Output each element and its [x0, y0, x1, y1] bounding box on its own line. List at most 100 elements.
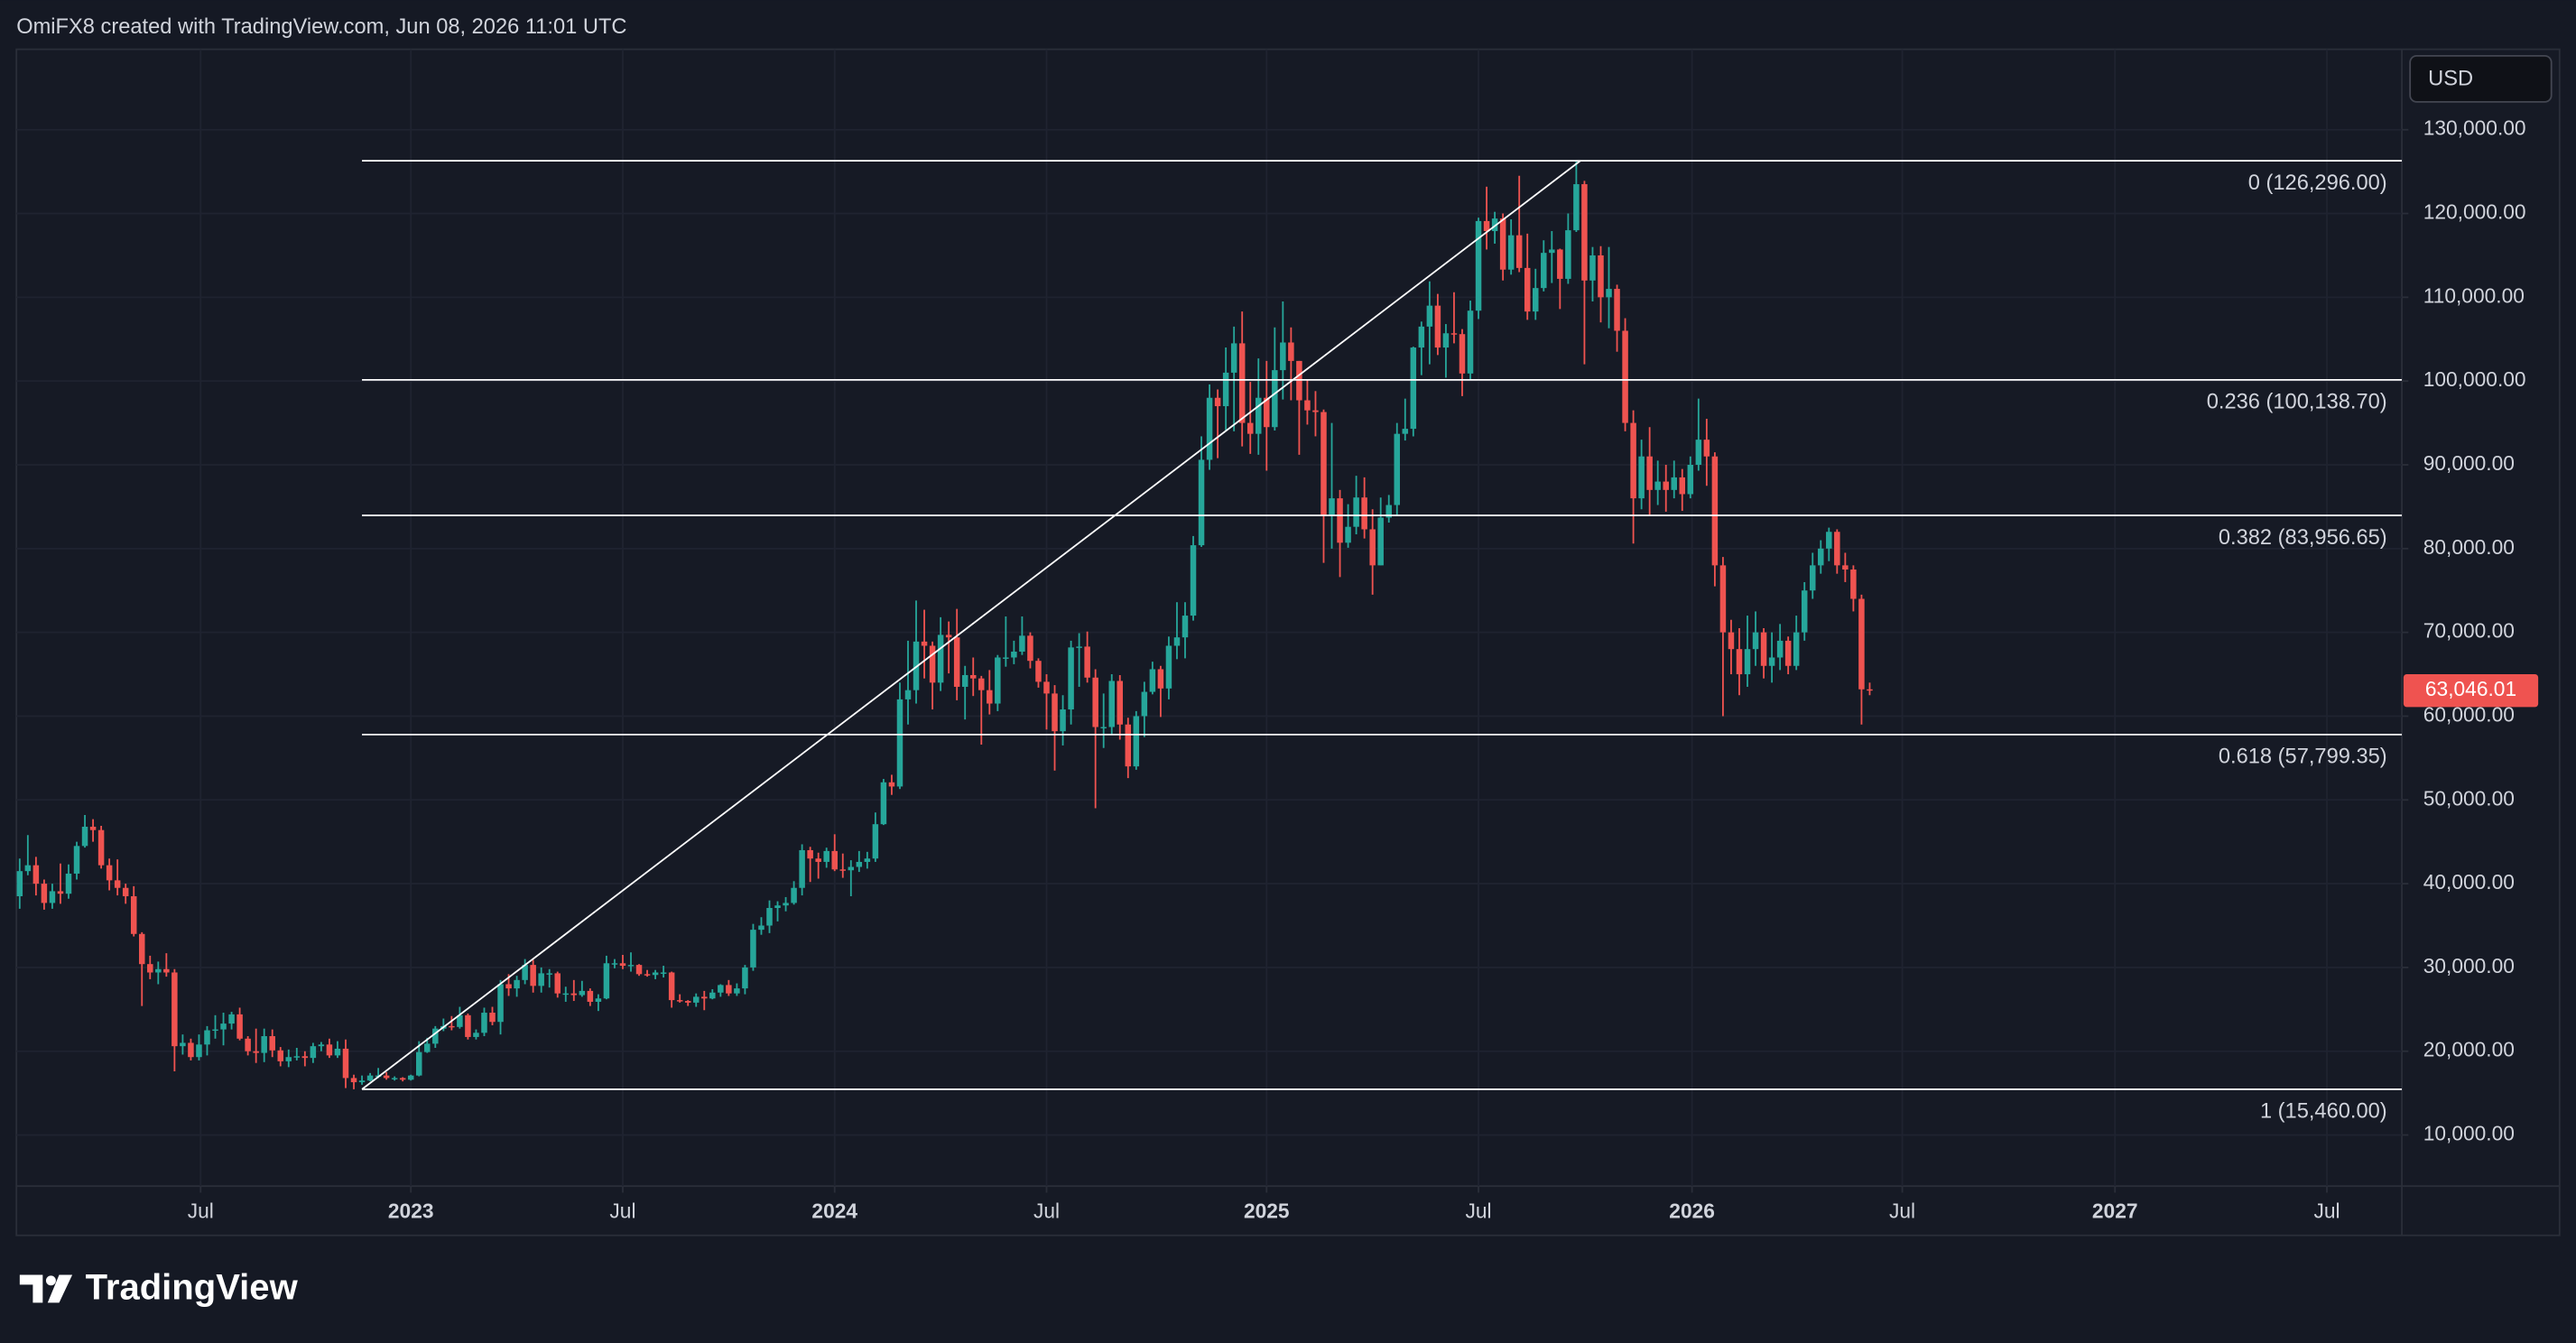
- candle-body: [1329, 498, 1335, 515]
- candle-body: [1663, 481, 1669, 490]
- candle-body: [726, 985, 732, 994]
- candle-body: [130, 896, 137, 934]
- candle-body: [579, 990, 586, 996]
- candle-body: [122, 887, 129, 897]
- candle-body: [987, 690, 993, 704]
- candle-body: [1842, 565, 1849, 570]
- candle-body: [587, 990, 594, 1002]
- candle-body: [1288, 342, 1294, 361]
- y-tick-label: 90,000.00: [2423, 451, 2515, 475]
- candle-body: [888, 782, 895, 787]
- candle-body: [1818, 548, 1824, 566]
- candle-body: [1256, 397, 1262, 434]
- candle-body: [1377, 517, 1384, 566]
- candle-body: [1589, 255, 1596, 281]
- candle-body: [766, 908, 773, 926]
- candle-body: [253, 1051, 259, 1053]
- candle-body: [1557, 249, 1563, 279]
- x-tick-label: Jul: [188, 1199, 214, 1222]
- candle-body: [676, 1000, 683, 1002]
- candle-body: [1858, 598, 1865, 690]
- candle-body: [1606, 289, 1612, 298]
- candle-body: [1744, 649, 1751, 675]
- header-text: OmiFX8 created with TradingView.com, Jun…: [16, 15, 626, 39]
- candle-body: [269, 1036, 275, 1051]
- candle-body: [1173, 637, 1181, 646]
- candle-body: [1117, 681, 1124, 725]
- candle-body: [114, 880, 121, 888]
- candle-body: [1467, 310, 1474, 374]
- candle-body: [1793, 632, 1800, 666]
- candle-body: [692, 996, 700, 1003]
- candle-body: [1622, 330, 1628, 423]
- fib-level-label: 1 (15,460.00): [2260, 1100, 2387, 1124]
- candle-body: [1035, 661, 1042, 682]
- candle-body: [1369, 529, 1376, 566]
- candle-body: [1850, 570, 1857, 599]
- candle-body: [896, 699, 903, 787]
- candle-body: [196, 1044, 202, 1058]
- candle-body: [1491, 218, 1498, 232]
- candle-body: [188, 1042, 194, 1058]
- candle-body: [57, 891, 64, 894]
- candle-body: [1703, 440, 1710, 457]
- candle-body: [1043, 681, 1050, 694]
- candle-body: [1507, 235, 1515, 270]
- candle-body: [1695, 440, 1702, 465]
- candle-body: [407, 1075, 414, 1080]
- x-tick-label: Jul: [609, 1199, 635, 1222]
- candle-body: [1198, 459, 1205, 546]
- candle-body: [293, 1056, 301, 1058]
- grid: [16, 49, 2403, 1187]
- last-price-label: 63,046.01: [2425, 677, 2516, 700]
- candle-body: [652, 972, 659, 976]
- candle-body: [1671, 477, 1678, 490]
- candle-body: [603, 963, 610, 999]
- fib-level-label: 0.382 (83,956.65): [2219, 526, 2387, 550]
- logo-dot: [45, 1275, 56, 1286]
- candle-body: [1638, 456, 1645, 499]
- candle-body: [1060, 709, 1066, 732]
- candle-body: [839, 869, 847, 871]
- candle-body: [619, 963, 626, 967]
- candle-body: [684, 1001, 691, 1003]
- candle-body: [978, 678, 985, 690]
- candle-body: [1614, 289, 1620, 331]
- y-tick-label: 120,000.00: [2423, 200, 2526, 224]
- candle-body: [1679, 477, 1686, 495]
- y-tick-label: 30,000.00: [2423, 954, 2515, 977]
- candle-body: [1246, 422, 1254, 434]
- candle-body: [1728, 632, 1735, 650]
- candle-body: [106, 865, 113, 881]
- candle-body: [1264, 397, 1270, 428]
- currency-label[interactable]: USD: [2428, 68, 2473, 91]
- candle-body: [1019, 635, 1025, 652]
- candle-body: [481, 1013, 487, 1033]
- currency-button[interactable]: [2409, 54, 2553, 103]
- x-tick-label: 2023: [388, 1199, 434, 1222]
- candle-body: [391, 1078, 398, 1079]
- candle-body: [301, 1056, 309, 1059]
- candle-body: [1768, 657, 1775, 666]
- candle-body: [505, 984, 512, 989]
- candle-body: [1052, 693, 1058, 732]
- logo-mark: [19, 1274, 43, 1303]
- candle-body: [220, 1023, 227, 1030]
- footer-logo: [19, 1274, 73, 1303]
- x-tick-label: 2026: [1669, 1199, 1715, 1222]
- labels: 130,000.00 120,000.00 110,000.00 100,000.00…: [188, 116, 2539, 1222]
- candle-body: [668, 972, 675, 1001]
- candle-body: [1809, 565, 1816, 591]
- candle-body: [1736, 649, 1743, 675]
- fib-level-label: 0.236 (100,138.70): [2207, 391, 2387, 414]
- fib-drawing: [361, 160, 2403, 1090]
- candle-body: [1434, 305, 1441, 348]
- candle-body: [953, 637, 960, 687]
- candle-body: [334, 1048, 341, 1056]
- candle-body: [734, 988, 740, 994]
- y-tick-label: 130,000.00: [2423, 116, 2526, 140]
- candle-body: [1630, 422, 1636, 499]
- candle-body: [41, 884, 48, 903]
- candle-body: [904, 690, 912, 699]
- candle-body: [432, 1028, 439, 1044]
